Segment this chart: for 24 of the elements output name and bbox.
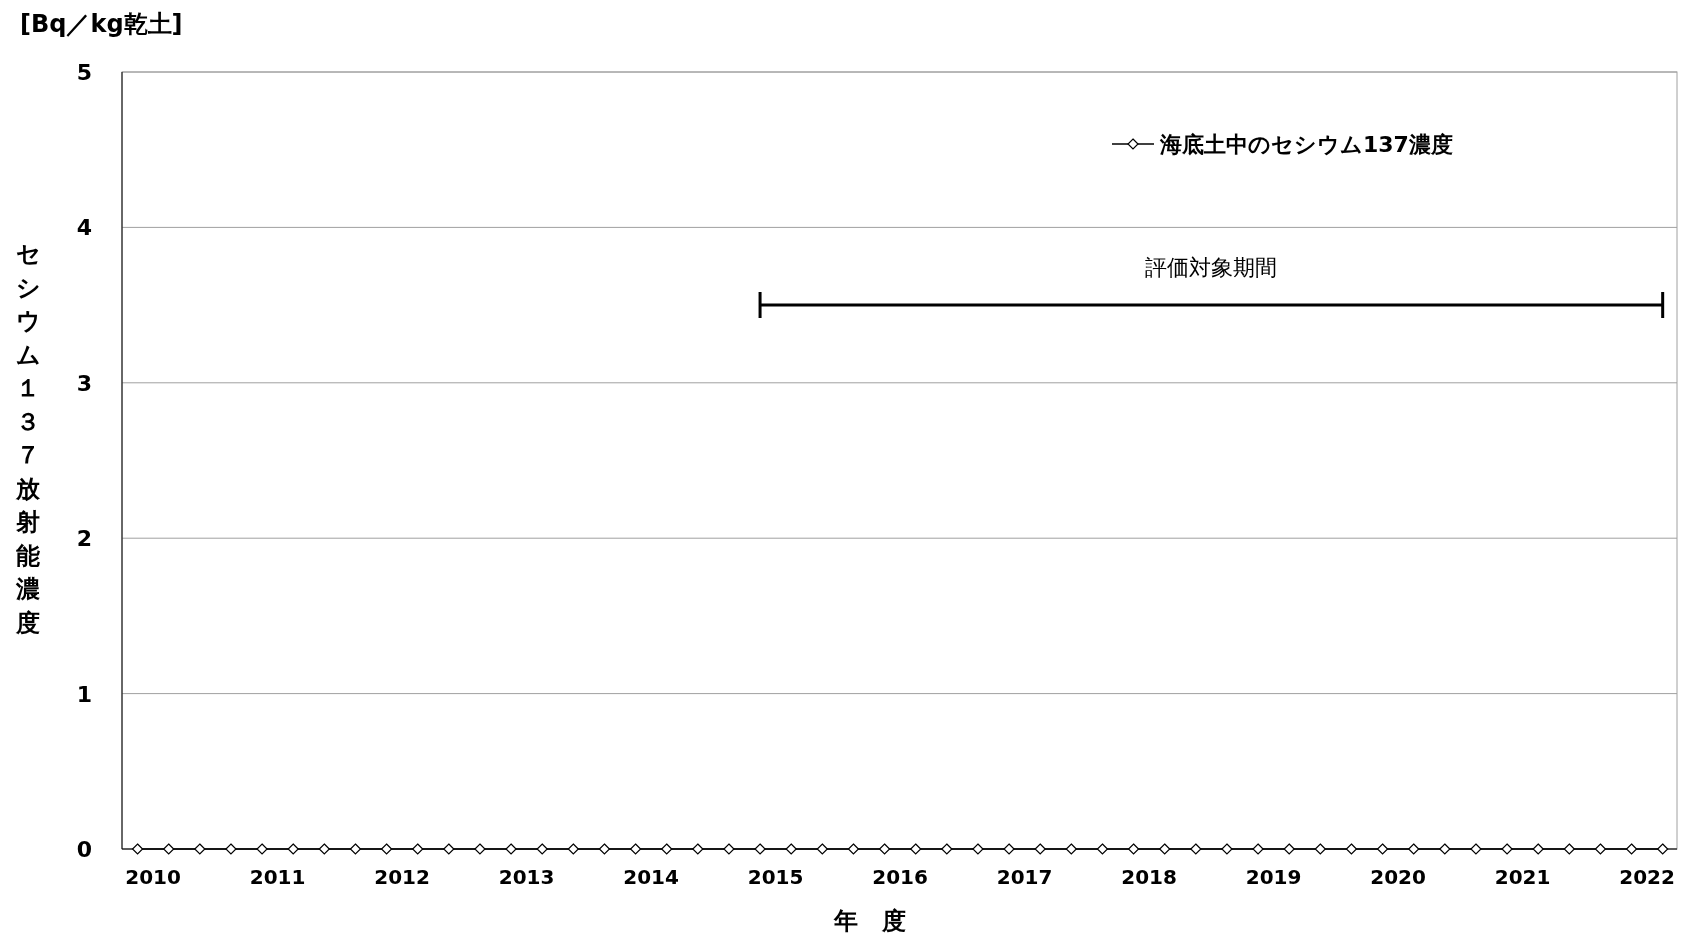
x-tick-label: 2015 xyxy=(747,865,804,889)
x-tick-label: 2011 xyxy=(249,865,306,889)
x-tick-label: 2010 xyxy=(125,865,181,889)
text: [Bq／kg乾土] xyxy=(20,10,183,38)
x-tick-label: 2018 xyxy=(1121,865,1177,889)
x-tick-label: 2014 xyxy=(623,865,679,889)
text: セシウム１３７放射能濃度 xyxy=(15,240,41,637)
y-tick-label: 5 xyxy=(76,60,92,85)
x-tick-label: 2019 xyxy=(1245,865,1302,889)
annotation: 評価対象期間 xyxy=(1145,255,1278,281)
x-tick-label: 2016 xyxy=(872,865,928,889)
x-axis-title: 年 度 xyxy=(832,907,906,935)
y-tick-label: 3 xyxy=(76,370,92,396)
x-tick-label: 2020 xyxy=(1370,865,1426,889)
legend: 海底土中のセシウム137濃度 xyxy=(1111,132,1453,157)
y-tick-label: 1 xyxy=(76,681,92,707)
x-tick-label: 2017 xyxy=(996,865,1053,889)
x-tick-label: 2021 xyxy=(1494,865,1551,889)
y-tick-label: 0 xyxy=(76,837,92,862)
y-tick-label: 2 xyxy=(76,526,92,552)
x-tick-label: 2013 xyxy=(498,865,555,889)
x-tick-label: 2022 xyxy=(1619,865,1675,889)
y-tick-label: 4 xyxy=(76,215,92,241)
x-tick-label: 2012 xyxy=(374,865,430,889)
